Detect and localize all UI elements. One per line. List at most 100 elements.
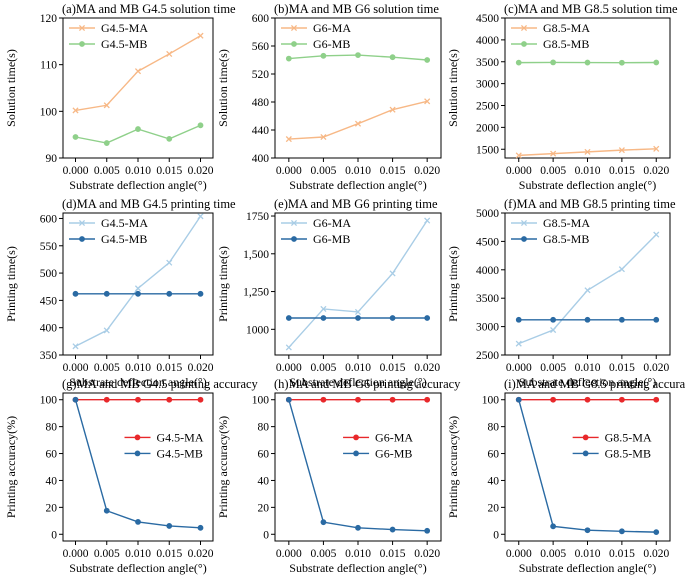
legend-label: G4.5-MB bbox=[101, 232, 147, 246]
data-point bbox=[653, 529, 660, 536]
x-axis-label: Substrate deflection angle(°) bbox=[69, 561, 206, 575]
legend-marker bbox=[520, 24, 528, 32]
plot-frame bbox=[62, 392, 214, 542]
series-line bbox=[288, 100, 428, 140]
marker-stroke bbox=[618, 266, 625, 273]
y-tick-label: 3000 bbox=[476, 79, 499, 91]
data-point bbox=[653, 396, 660, 403]
data-point bbox=[285, 396, 292, 403]
x-tick-label: 0.015 bbox=[380, 362, 406, 374]
legend-label: G6-MA bbox=[313, 21, 351, 35]
data-point bbox=[197, 396, 204, 403]
legend-label: G6-MB bbox=[313, 37, 350, 51]
data-point bbox=[550, 150, 557, 157]
chart-panel-a: (a)MA and MB G4.5 solution time 0.000 0.00… bbox=[4, 2, 236, 192]
x-axis-label: Substrate deflection angle(°) bbox=[289, 561, 426, 575]
data-point bbox=[354, 120, 362, 127]
data-point bbox=[584, 316, 591, 323]
y-tick-label: 4000 bbox=[476, 35, 499, 47]
legend-label: G6-MB bbox=[313, 232, 350, 246]
x-tick-label: 0.010 bbox=[575, 165, 601, 177]
x-tick-label: 0.020 bbox=[188, 362, 214, 374]
data-point bbox=[424, 396, 431, 403]
legend-marker bbox=[291, 41, 297, 47]
data-point bbox=[72, 396, 79, 403]
chart-panel-c: (c)MA and MB G8.5 solution time 0.000 0.00… bbox=[446, 2, 678, 192]
chart-title: (b)MA and MB G6 solution time bbox=[274, 2, 439, 16]
data-point bbox=[166, 290, 173, 297]
x-tick-label: 0.010 bbox=[345, 165, 371, 177]
y-tick-label: 560 bbox=[252, 41, 270, 53]
chart-title: (i)MA and MB G8.5 printing accuracy bbox=[504, 377, 685, 391]
data-point bbox=[135, 518, 141, 525]
marker-stroke bbox=[103, 327, 110, 334]
legend-label: G8.5-MA bbox=[543, 21, 590, 35]
legend-label: G8.5-MB bbox=[605, 446, 651, 460]
x-axis-label: Substrate deflection angle(°) bbox=[69, 375, 206, 389]
y-tick-label: 3000 bbox=[476, 322, 499, 334]
marker-stroke bbox=[285, 344, 292, 351]
series-line bbox=[288, 399, 428, 532]
data-point bbox=[135, 290, 141, 297]
legend-label: G4.5-MA bbox=[101, 21, 148, 35]
x-tick-label: 0.010 bbox=[125, 165, 151, 177]
data-point bbox=[618, 147, 625, 154]
legend-marker bbox=[290, 24, 298, 32]
data-point bbox=[584, 59, 591, 66]
data-point bbox=[550, 326, 557, 334]
data-point bbox=[320, 315, 327, 321]
legend-label: G4.5-MB bbox=[101, 37, 147, 51]
data-point bbox=[389, 396, 396, 403]
x-tick-label: 0.020 bbox=[414, 165, 440, 177]
x-tick-label: 0.005 bbox=[94, 548, 120, 560]
marker-stroke bbox=[320, 305, 327, 312]
x-axis-label: Substrate deflection angle(°) bbox=[519, 561, 656, 575]
series-line bbox=[288, 220, 428, 348]
x-tick-label: 0.020 bbox=[414, 362, 440, 374]
legend-label: G4.5-MA bbox=[101, 216, 148, 230]
x-tick-label: 0.000 bbox=[63, 165, 89, 177]
marker-stroke bbox=[618, 147, 625, 154]
y-tick-label: 3500 bbox=[476, 57, 499, 69]
data-point bbox=[550, 316, 557, 323]
data-point bbox=[355, 315, 361, 321]
x-axis-label: Substrate deflection angle(°) bbox=[519, 178, 656, 192]
y-tick-label: 40 bbox=[46, 475, 58, 487]
data-point bbox=[618, 316, 625, 323]
marker-stroke bbox=[515, 152, 522, 159]
data-point bbox=[584, 148, 591, 155]
data-point bbox=[197, 290, 204, 297]
data-point bbox=[166, 259, 173, 266]
x-tick-label: 0.000 bbox=[506, 362, 532, 374]
legend-label: G6-MA bbox=[313, 216, 351, 230]
legend: G8.5-MA G8.5-MB bbox=[511, 216, 590, 246]
x-tick-label: 0.020 bbox=[643, 548, 669, 560]
y-tick-label: 60 bbox=[258, 449, 270, 461]
legend-marker bbox=[290, 219, 298, 227]
x-tick-label: 0.015 bbox=[156, 548, 182, 560]
data-point bbox=[197, 213, 204, 220]
y-tick-label: 450 bbox=[40, 295, 58, 307]
x-tick-label: 0.020 bbox=[643, 362, 669, 374]
plot-frame bbox=[274, 212, 442, 356]
y-tick-label: 440 bbox=[252, 125, 270, 137]
x-tick-label: 0.020 bbox=[414, 548, 440, 560]
x-tick-label: 0.000 bbox=[276, 362, 302, 374]
chart-title: (c)MA and MB G8.5 solution time bbox=[504, 2, 678, 16]
plot-frame bbox=[274, 17, 442, 159]
data-point bbox=[103, 102, 110, 109]
y-tick-label: 40 bbox=[258, 475, 270, 487]
data-point bbox=[389, 526, 396, 533]
data-point bbox=[355, 52, 361, 58]
y-tick-label: 400 bbox=[40, 323, 58, 335]
y-axis-label: Solution time(s) bbox=[216, 49, 230, 127]
x-tick-label: 0.015 bbox=[609, 362, 635, 374]
y-axis-label: Printing accuracy(%) bbox=[4, 416, 18, 518]
y-tick-label: 0 bbox=[263, 529, 269, 541]
y-tick-label: 80 bbox=[46, 422, 58, 434]
data-point bbox=[355, 396, 361, 403]
chart-panel-b: (b)MA and MB G6 solution time 0.000 0.005 0… bbox=[216, 2, 442, 192]
marker-stroke bbox=[550, 150, 557, 157]
x-tick-label: 0.005 bbox=[94, 362, 120, 374]
